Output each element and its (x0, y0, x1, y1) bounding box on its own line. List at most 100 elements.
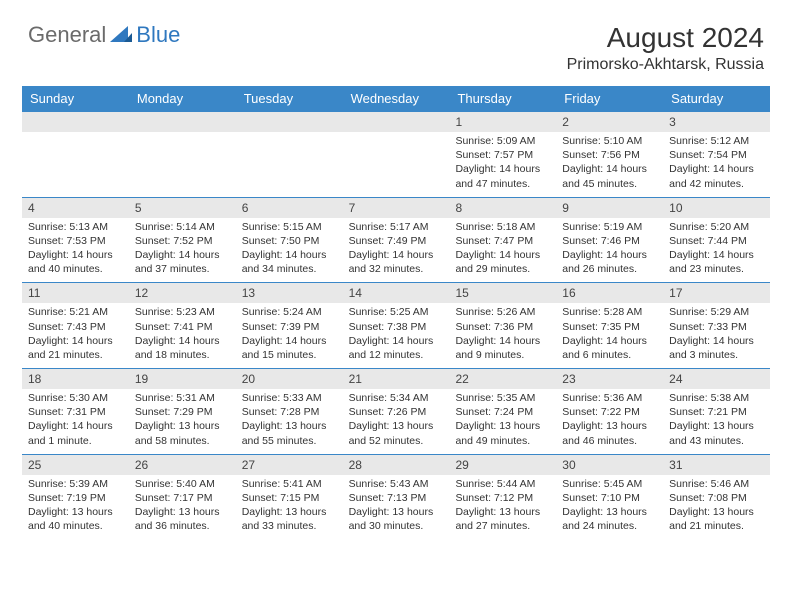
day-cell: Sunrise: 5:41 AMSunset: 7:15 PMDaylight:… (236, 475, 343, 540)
sunrise-text: Sunrise: 5:34 AM (349, 391, 444, 405)
daylight-text: Daylight: 14 hours and 15 minutes. (242, 334, 337, 362)
daylight-text: Daylight: 13 hours and 46 minutes. (562, 419, 657, 447)
day-number (236, 111, 343, 132)
day-cell: Sunrise: 5:38 AMSunset: 7:21 PMDaylight:… (663, 389, 770, 454)
day-number: 23 (556, 368, 663, 389)
day-number: 12 (129, 282, 236, 303)
day-cell: Sunrise: 5:09 AMSunset: 7:57 PMDaylight:… (449, 132, 556, 197)
day-number: 1 (449, 111, 556, 132)
day-number: 25 (22, 454, 129, 475)
sunrise-text: Sunrise: 5:10 AM (562, 134, 657, 148)
day-cell (236, 132, 343, 197)
day-number: 9 (556, 197, 663, 218)
daylight-text: Daylight: 14 hours and 34 minutes. (242, 248, 337, 276)
day-number: 30 (556, 454, 663, 475)
sunset-text: Sunset: 7:17 PM (135, 491, 230, 505)
sunset-text: Sunset: 7:31 PM (28, 405, 123, 419)
daylight-text: Daylight: 13 hours and 30 minutes. (349, 505, 444, 533)
daylight-text: Daylight: 14 hours and 40 minutes. (28, 248, 123, 276)
sunset-text: Sunset: 7:35 PM (562, 320, 657, 334)
sunset-text: Sunset: 7:52 PM (135, 234, 230, 248)
daylight-text: Daylight: 14 hours and 1 minute. (28, 419, 123, 447)
day-content-row: Sunrise: 5:30 AMSunset: 7:31 PMDaylight:… (22, 389, 770, 454)
sunset-text: Sunset: 7:08 PM (669, 491, 764, 505)
sunrise-text: Sunrise: 5:44 AM (455, 477, 550, 491)
day-number (343, 111, 450, 132)
day-content-row: Sunrise: 5:21 AMSunset: 7:43 PM Daylight:… (22, 303, 770, 368)
sunrise-text: Sunrise: 5:15 AM (242, 220, 337, 234)
sunrise-text: Sunrise: 5:26 AM (455, 305, 550, 319)
day-header: Monday (129, 86, 236, 111)
day-cell: Sunrise: 5:30 AMSunset: 7:31 PMDaylight:… (22, 389, 129, 454)
day-content-row: Sunrise: 5:39 AMSunset: 7:19 PMDaylight:… (22, 475, 770, 540)
day-cell: Sunrise: 5:35 AMSunset: 7:24 PMDaylight:… (449, 389, 556, 454)
day-number: 22 (449, 368, 556, 389)
day-number: 7 (343, 197, 450, 218)
day-cell: Sunrise: 5:31 AMSunset: 7:29 PMDaylight:… (129, 389, 236, 454)
daylight-text: Daylight: 13 hours and 33 minutes. (242, 505, 337, 533)
daylight-text: Daylight: 14 hours and 29 minutes. (455, 248, 550, 276)
daylight-text: Daylight: 14 hours and 23 minutes. (669, 248, 764, 276)
day-cell: Sunrise: 5:45 AMSunset: 7:10 PMDaylight:… (556, 475, 663, 540)
daylight-text: Daylight: 13 hours and 24 minutes. (562, 505, 657, 533)
page-header: General Blue August 2024 Primorsko-Akhta… (0, 0, 792, 80)
day-number: 26 (129, 454, 236, 475)
day-cell (343, 132, 450, 197)
day-number: 6 (236, 197, 343, 218)
sunrise-text: Sunrise: 5:41 AM (242, 477, 337, 491)
sunset-text: Sunset: 7:46 PM (562, 234, 657, 248)
day-cell: Sunrise: 5:25 AMSunset: 7:38 PMDaylight:… (343, 303, 450, 368)
daylight-text: Daylight: 13 hours and 27 minutes. (455, 505, 550, 533)
sunrise-text: Sunrise: 5:25 AM (349, 305, 444, 319)
daylight-text: Daylight: 13 hours and 43 minutes. (669, 419, 764, 447)
sunset-text: Sunset: 7:38 PM (349, 320, 444, 334)
day-header: Tuesday (236, 86, 343, 111)
sunrise-text: Sunrise: 5:18 AM (455, 220, 550, 234)
sunrise-text: Sunrise: 5:28 AM (562, 305, 657, 319)
sunrise-text: Sunrise: 5:23 AM (135, 305, 230, 319)
day-cell: Sunrise: 5:43 AMSunset: 7:13 PMDaylight:… (343, 475, 450, 540)
day-cell: Sunrise: 5:12 AMSunset: 7:54 PMDaylight:… (663, 132, 770, 197)
calendar-grid: SundayMondayTuesdayWednesdayThursdayFrid… (22, 86, 770, 539)
daylight-text: Daylight: 14 hours and 18 minutes. (135, 334, 230, 362)
daylight-text: Daylight: 14 hours and 42 minutes. (669, 162, 764, 190)
day-number: 14 (343, 282, 450, 303)
logo-triangle-icon (110, 24, 132, 47)
day-number: 17 (663, 282, 770, 303)
daylight-text: Daylight: 13 hours and 36 minutes. (135, 505, 230, 533)
day-content-row: Sunrise: 5:13 AMSunset: 7:53 PMDaylight:… (22, 218, 770, 283)
daylight-text: Daylight: 14 hours and 37 minutes. (135, 248, 230, 276)
day-number: 4 (22, 197, 129, 218)
day-cell: Sunrise: 5:29 AMSunset: 7:33 PMDaylight:… (663, 303, 770, 368)
daylight-text: Daylight: 13 hours and 55 minutes. (242, 419, 337, 447)
sunset-text: Sunset: 7:29 PM (135, 405, 230, 419)
day-number: 11 (22, 282, 129, 303)
day-number: 28 (343, 454, 450, 475)
day-number-row: 123 (22, 111, 770, 132)
day-number-row: 45678910 (22, 197, 770, 218)
day-cell: Sunrise: 5:24 AMSunset: 7:39 PMDaylight:… (236, 303, 343, 368)
sunrise-text: Sunrise: 5:30 AM (28, 391, 123, 405)
sunrise-text: Sunrise: 5:21 AM (28, 305, 123, 319)
sunset-text: Sunset: 7:15 PM (242, 491, 337, 505)
day-number: 5 (129, 197, 236, 218)
sunset-text: Sunset: 7:36 PM (455, 320, 550, 334)
sunset-text: Sunset: 7:44 PM (669, 234, 764, 248)
sunrise-text: Sunrise: 5:46 AM (669, 477, 764, 491)
sunset-text: Sunset: 7:24 PM (455, 405, 550, 419)
day-header: Wednesday (343, 86, 450, 111)
day-number-row: 25262728293031 (22, 454, 770, 475)
sunrise-text: Sunrise: 5:13 AM (28, 220, 123, 234)
day-number: 18 (22, 368, 129, 389)
daylight-text: Daylight: 14 hours and 9 minutes. (455, 334, 550, 362)
day-number: 13 (236, 282, 343, 303)
sunset-text: Sunset: 7:43 PM (28, 320, 123, 334)
sunset-text: Sunset: 7:53 PM (28, 234, 123, 248)
daylight-text: Daylight: 14 hours and 3 minutes. (669, 334, 764, 362)
day-cell: Sunrise: 5:40 AMSunset: 7:17 PMDaylight:… (129, 475, 236, 540)
daylight-text: Daylight: 14 hours and 45 minutes. (562, 162, 657, 190)
day-number: 21 (343, 368, 450, 389)
day-cell: Sunrise: 5:10 AMSunset: 7:56 PMDaylight:… (556, 132, 663, 197)
sunset-text: Sunset: 7:26 PM (349, 405, 444, 419)
sunset-text: Sunset: 7:49 PM (349, 234, 444, 248)
